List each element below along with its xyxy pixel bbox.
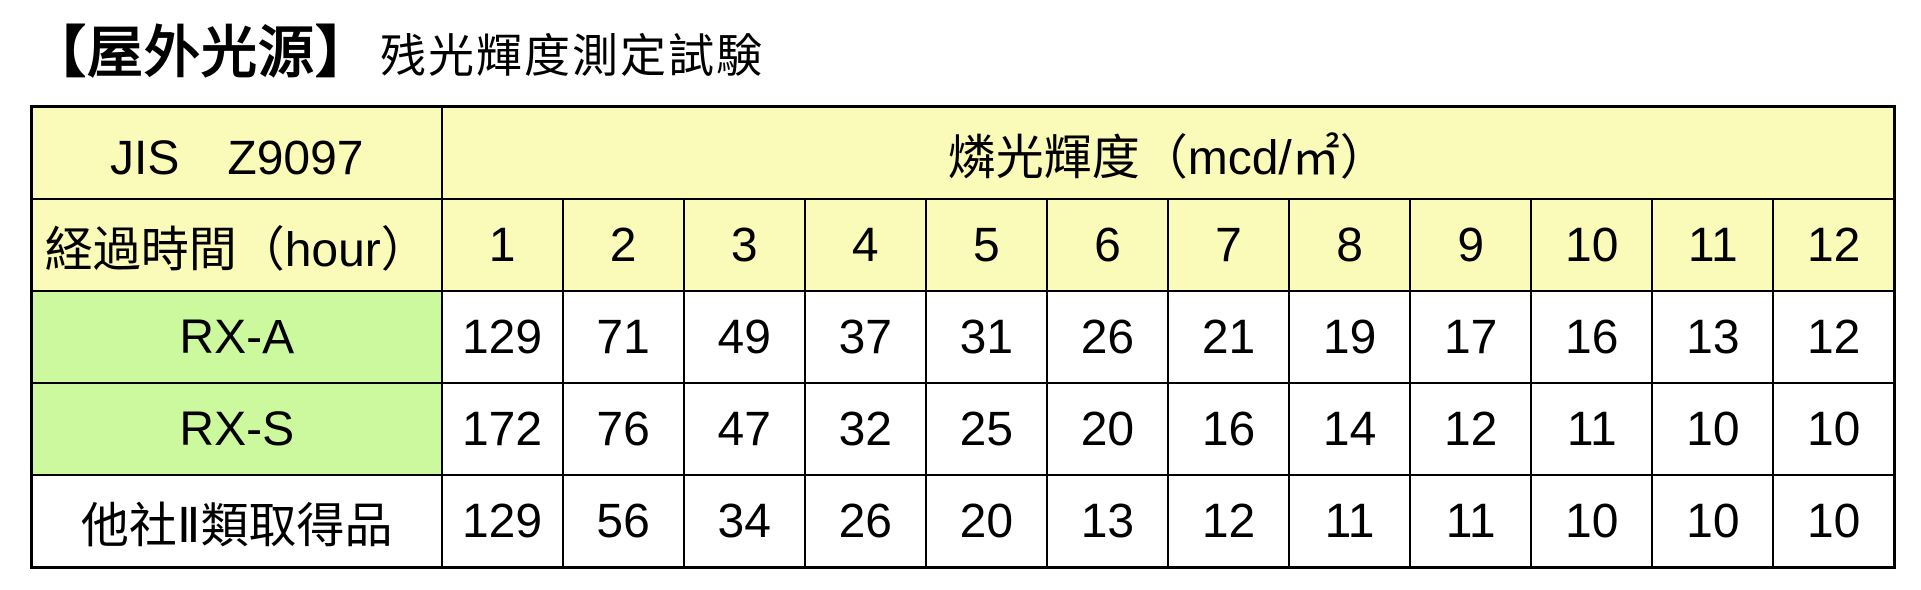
hour-cell: 8	[1288, 198, 1412, 292]
value-cell: 32	[803, 382, 927, 476]
value-cell: 13	[1651, 290, 1775, 384]
hour-cell: 12	[1772, 198, 1896, 292]
value-cell: 12	[1166, 474, 1291, 569]
value-cell: 34	[682, 474, 806, 569]
luminance-table: JIS Z9097 燐光輝度（mcd/㎡） 経過時間（hour） 1 2 3 4…	[30, 105, 1896, 569]
hour-cell: 5	[924, 198, 1048, 292]
hour-cell: 4	[803, 198, 927, 292]
jis-standard-cell: JIS Z9097	[30, 105, 443, 200]
hour-cell: 9	[1409, 198, 1533, 292]
value-cell: 16	[1166, 382, 1291, 476]
table-row-hours: 経過時間（hour） 1 2 3 4 5 6 7 8 9 10 11 12	[30, 198, 1896, 292]
value-cell: 10	[1772, 474, 1896, 569]
value-cell: 17	[1409, 290, 1533, 384]
value-cell: 10	[1530, 474, 1654, 569]
row-label-rx-s: RX-S	[30, 382, 443, 476]
value-cell: 12	[1772, 290, 1896, 384]
value-cell: 13	[1045, 474, 1169, 569]
value-cell: 11	[1530, 382, 1654, 476]
value-cell: 129	[440, 290, 564, 384]
value-cell: 25	[924, 382, 1048, 476]
title-test-name: 残光輝度測定試験	[380, 30, 764, 82]
value-cell: 26	[1045, 290, 1169, 384]
value-cell: 10	[1651, 382, 1775, 476]
hour-cell: 3	[682, 198, 806, 292]
value-cell: 31	[924, 290, 1048, 384]
hour-cell: 11	[1651, 198, 1775, 292]
value-cell: 21	[1166, 290, 1291, 384]
hour-cell: 7	[1166, 198, 1291, 292]
luminance-header-cell: 燐光輝度（mcd/㎡）	[440, 105, 1896, 200]
value-cell: 11	[1409, 474, 1533, 569]
hour-cell: 2	[561, 198, 685, 292]
hour-cell: 10	[1530, 198, 1654, 292]
value-cell: 56	[561, 474, 685, 569]
elapsed-time-label-cell: 経過時間（hour）	[30, 198, 443, 292]
page-title: 【屋外光源】 残光輝度測定試験	[30, 8, 1899, 89]
row-label-competitor: 他社Ⅱ類取得品	[30, 474, 443, 569]
value-cell: 76	[561, 382, 685, 476]
value-cell: 26	[803, 474, 927, 569]
value-cell: 172	[440, 382, 564, 476]
hour-cell: 6	[1045, 198, 1169, 292]
row-label-rx-a: RX-A	[30, 290, 443, 384]
value-cell: 20	[1045, 382, 1169, 476]
hour-cell: 1	[440, 198, 564, 292]
value-cell: 12	[1409, 382, 1533, 476]
value-cell: 10	[1772, 382, 1896, 476]
value-cell: 49	[682, 290, 806, 384]
value-cell: 11	[1288, 474, 1412, 569]
value-cell: 71	[561, 290, 685, 384]
value-cell: 10	[1651, 474, 1775, 569]
page: 【屋外光源】 残光輝度測定試験 JIS Z9097 燐光輝度（mcd/㎡） 経過…	[30, 8, 1899, 569]
table-row-header: JIS Z9097 燐光輝度（mcd/㎡）	[30, 105, 1896, 200]
value-cell: 19	[1288, 290, 1412, 384]
title-category: 【屋外光源】	[30, 21, 372, 84]
table-row-rx-a: RX-A 129 71 49 37 31 26 21 19 17 16 13 1…	[30, 290, 1896, 384]
table-row-rx-s: RX-S 172 76 47 32 25 20 16 14 12 11 10 1…	[30, 382, 1896, 476]
value-cell: 129	[440, 474, 564, 569]
value-cell: 37	[803, 290, 927, 384]
value-cell: 47	[682, 382, 806, 476]
value-cell: 20	[924, 474, 1048, 569]
table-row-competitor: 他社Ⅱ類取得品 129 56 34 26 20 13 12 11 11 10 1…	[30, 474, 1896, 569]
value-cell: 16	[1530, 290, 1654, 384]
value-cell: 14	[1288, 382, 1412, 476]
